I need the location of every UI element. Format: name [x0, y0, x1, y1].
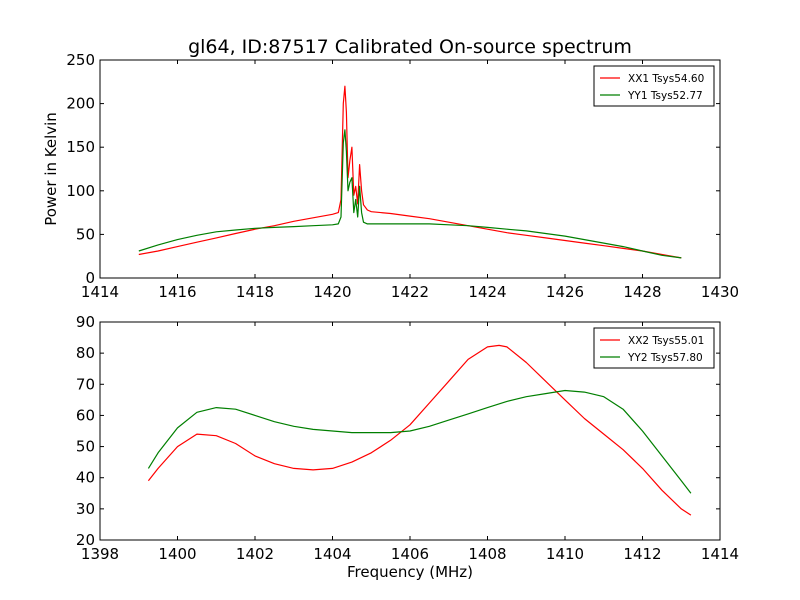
y-tick-label: 150 [66, 138, 95, 156]
y-tick-label: 60 [76, 406, 95, 424]
chart-title: gl64, ID:87517 Calibrated On-source spec… [188, 36, 632, 58]
x-tick-label: 1408 [468, 545, 506, 563]
y-tick-label: 90 [76, 313, 95, 331]
x-tick-label: 1428 [623, 283, 661, 301]
x-tick-label: 1406 [391, 545, 429, 563]
legend-label: XX1 Tsys54.60 [628, 73, 704, 85]
y-tick-label: 80 [76, 344, 95, 362]
series-line-1 [138, 85, 682, 259]
x-axis-label: Frequency (MHz) [347, 563, 473, 581]
top-subplot: 1414 1416 1418 1420 1422 1424 1426 1428 1430 0 50 1… [42, 51, 739, 301]
legend: XX1 Tsys54.60 YY1 Tsys52.77 [593, 65, 715, 107]
y-tick-label: 20 [76, 531, 95, 549]
y-tick-label: 250 [66, 51, 95, 69]
y-tick-label: 40 [76, 469, 95, 487]
x-tick-label: 1404 [313, 545, 351, 563]
series-line-1 [147, 344, 692, 516]
x-tick-label: 1410 [546, 545, 584, 563]
legend: XX2 Tsys55.01 YY2 Tsys57.80 [593, 327, 715, 369]
x-tick-label: 1402 [236, 545, 274, 563]
y-tick-label: 0 [85, 269, 95, 287]
x-tick-label: 1414 [81, 283, 119, 301]
x-tick-label: 1424 [468, 283, 506, 301]
y-axis-label: Power in Kelvin [42, 112, 60, 226]
x-tick-label: 1400 [158, 545, 196, 563]
x-tick-label: 1414 [701, 545, 739, 563]
bottom-subplot: 1398 1400 1402 1404 1406 1408 1410 1412 1414 20 30… [76, 313, 739, 581]
legend-label: YY2 Tsys57.80 [627, 352, 703, 364]
series-line-2 [147, 389, 692, 494]
legend-label: XX2 Tsys55.01 [628, 335, 704, 347]
y-tick-label: 50 [76, 438, 95, 456]
legend-box [593, 327, 715, 369]
x-tick-label: 1398 [81, 545, 119, 563]
x-tick-label: 1420 [313, 283, 351, 301]
y-tick-label: 200 [66, 95, 95, 113]
x-tick-label: 1418 [236, 283, 274, 301]
y-tick-label: 70 [76, 375, 95, 393]
x-tick-label: 1412 [623, 545, 661, 563]
x-tick-label: 1426 [546, 283, 584, 301]
legend-box [593, 65, 715, 107]
x-tick-label: 1430 [701, 283, 739, 301]
y-tick-label: 30 [76, 500, 95, 518]
y-tick-label: 50 [76, 225, 95, 243]
x-tick-label: 1416 [158, 283, 196, 301]
legend-label: YY1 Tsys52.77 [627, 90, 703, 102]
y-tick-label: 100 [66, 182, 95, 200]
series-line-2 [138, 129, 682, 259]
x-tick-label: 1422 [391, 283, 429, 301]
